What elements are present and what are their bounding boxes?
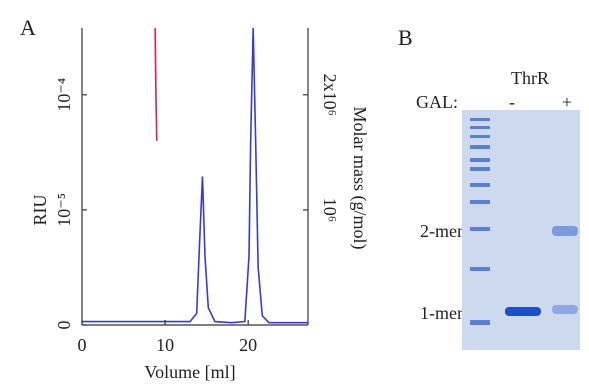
y-tick-label: 10⁻⁴ (54, 78, 74, 112)
gel-band (552, 305, 578, 314)
panel-label: B (398, 25, 413, 50)
y2-tick-label: 10⁶ (320, 198, 340, 222)
y-axis-label: RIU (30, 195, 50, 226)
lane-label: + (562, 92, 572, 112)
gel-band (505, 307, 541, 316)
gel-band (552, 226, 578, 236)
data-line (82, 28, 308, 323)
y-tick-label: 0 (54, 321, 74, 330)
figure: A Volume [ml] RIU Molar mass (g/mol) B T… (0, 0, 589, 386)
y-tick-label: 10⁻⁵ (54, 193, 74, 227)
x-tick-label: 10 (156, 335, 174, 355)
data-line (155, 28, 157, 141)
gel-panel: B ThrR GAL: - + 2-mer 1-mer (398, 25, 580, 350)
band-label: 2-mer (420, 221, 463, 241)
plot-area (82, 28, 308, 323)
protein-label: ThrR (511, 68, 549, 88)
x-tick-label: 0 (78, 335, 87, 355)
lane-label: - (509, 92, 515, 112)
y2-tick-label: 2x10⁶ (320, 74, 340, 116)
x-axis-label: Volume [ml] (144, 362, 235, 382)
x-tick-label: 20 (239, 335, 257, 355)
band-label: 1-mer (420, 303, 463, 323)
y2-axis-label: Molar mass (g/mol) (349, 107, 370, 250)
condition-label: GAL: (416, 92, 458, 112)
panel-label: A (20, 15, 36, 40)
